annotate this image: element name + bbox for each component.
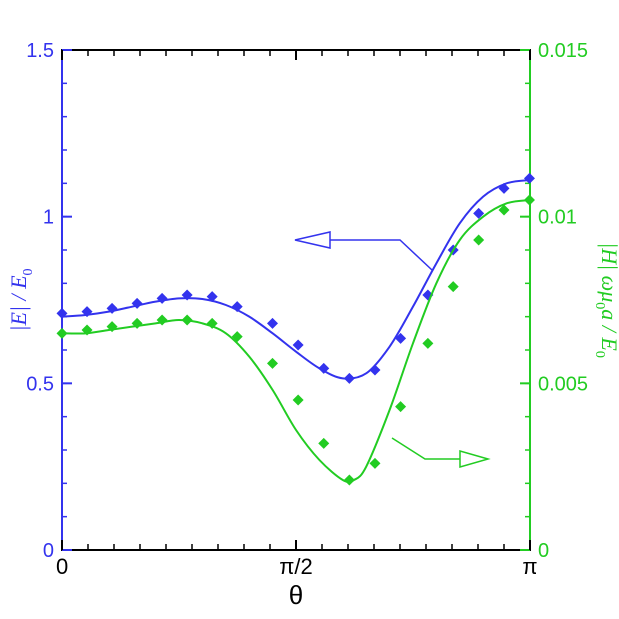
series-0-marker	[56, 307, 68, 319]
left-y-label-main: |E| / E	[6, 275, 31, 332]
left-tick-label: 0.5	[26, 373, 54, 395]
x-axis-ticks: 0 π/2 π	[56, 50, 538, 579]
series-0-marker	[156, 292, 168, 304]
x-tick-label: π/2	[279, 554, 313, 579]
arrow-left-line	[330, 239, 433, 271]
series-1-marker	[318, 437, 330, 449]
series-0-line	[61, 179, 531, 380]
series-1-marker	[56, 327, 68, 339]
series-layer	[56, 172, 535, 486]
x-tick-label: 0	[56, 554, 68, 579]
x-tick-label: π	[522, 554, 537, 579]
right-tick-label: 0.01	[538, 207, 577, 229]
series-0-marker	[369, 364, 381, 376]
series-0-marker	[498, 182, 510, 194]
right-tick-label: 0.015	[538, 40, 588, 62]
left-y-label-sub: 0	[21, 268, 36, 275]
series-1-marker	[81, 324, 93, 336]
right-y-label-sub2: 0	[592, 351, 607, 358]
series-0-marker	[343, 372, 355, 384]
series-1-marker	[131, 317, 143, 329]
series-1-marker	[498, 204, 510, 216]
series-1-marker	[343, 474, 355, 486]
series-0-marker	[523, 172, 535, 184]
right-tick-label: 0.005	[538, 373, 588, 395]
annotation-arrow-right	[391, 437, 491, 468]
series-1-marker	[231, 331, 243, 343]
left-tick-label: 1.5	[26, 40, 54, 62]
series-1-marker	[181, 314, 193, 326]
series-1-marker	[206, 317, 218, 329]
series-0-marker	[181, 289, 193, 301]
series-0-marker	[106, 302, 118, 314]
series-1-line	[61, 199, 531, 484]
series-1-marker	[473, 234, 485, 246]
left-axis-ticks: 1.5 1 0.5 0	[26, 40, 72, 562]
series-1-marker	[369, 457, 381, 469]
series-1-marker	[266, 357, 278, 369]
series-0-marker	[206, 291, 218, 303]
series-1-marker	[422, 337, 434, 349]
arrow-right-line	[391, 437, 460, 460]
right-y-label-main: |H| ωμ	[597, 242, 619, 302]
left-y-axis-label: |E| / E0	[6, 268, 36, 331]
plot-frame	[61, 49, 531, 551]
right-y-label-sub: 0	[592, 302, 607, 309]
right-axis-ticks: 0.015 0.01 0.005 0	[520, 40, 588, 562]
series-0-marker	[473, 207, 485, 219]
x-axis-label: θ	[289, 580, 303, 610]
series-1-marker	[106, 321, 118, 333]
left-tick-label: 1	[43, 207, 54, 229]
arrow-left-head	[294, 231, 331, 249]
series-1-marker	[447, 281, 459, 293]
series-0-marker	[231, 301, 243, 313]
series-0-marker	[266, 317, 278, 329]
series-0-marker	[318, 362, 330, 374]
right-y-label-tail: a / E	[597, 309, 619, 351]
series-1-marker	[292, 394, 304, 406]
left-tick-label: 0	[43, 540, 54, 562]
series-0-marker	[292, 339, 304, 351]
series-1-marker	[523, 194, 535, 206]
series-1-marker	[395, 401, 407, 413]
series-0-marker	[81, 306, 93, 318]
series-0-marker	[395, 332, 407, 344]
series-0-marker	[131, 297, 143, 309]
right-y-axis-label: |H| ωμ0a / E0	[592, 242, 619, 358]
annotation-arrow-left	[294, 231, 433, 271]
arrow-right-head	[459, 450, 491, 468]
right-tick-label: 0	[538, 540, 549, 562]
series-1-marker	[156, 314, 168, 326]
